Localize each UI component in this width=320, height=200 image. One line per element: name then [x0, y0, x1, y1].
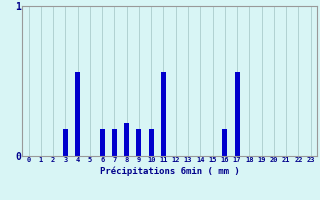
- Bar: [137, 129, 141, 156]
- Bar: [222, 129, 227, 156]
- Bar: [75, 72, 80, 156]
- Bar: [100, 129, 105, 156]
- Bar: [235, 72, 239, 156]
- Bar: [63, 129, 68, 156]
- Bar: [149, 129, 154, 156]
- Bar: [112, 129, 117, 156]
- Bar: [161, 72, 166, 156]
- Bar: [124, 123, 129, 156]
- X-axis label: Précipitations 6min ( mm ): Précipitations 6min ( mm ): [100, 166, 239, 176]
